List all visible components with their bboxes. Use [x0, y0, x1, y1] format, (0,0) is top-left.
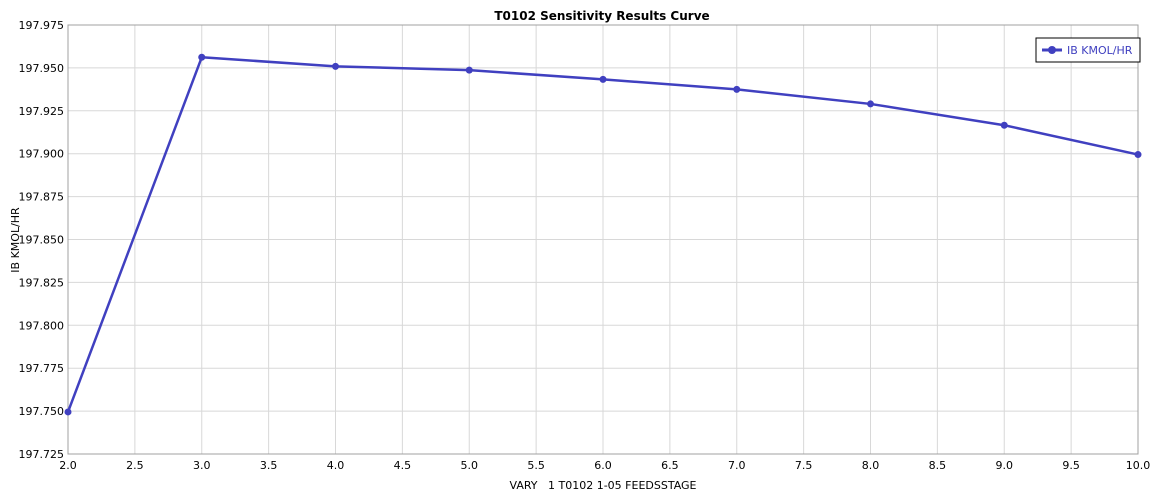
x-axis-ticks: 2.0 2.5 3.0 3.5 4.0 4.5 5.0 5.5 6.0 6.5 7.0 7.5 8.0 8…	[59, 459, 1150, 472]
legend-swatch-marker	[1048, 46, 1056, 54]
y-tick-label: 197.850	[19, 234, 65, 247]
data-point[interactable]	[867, 100, 874, 108]
x-tick-label: 8.5	[929, 459, 947, 472]
y-tick-label: 197.800	[19, 319, 65, 332]
y-tick-label: 197.950	[19, 62, 65, 75]
data-point[interactable]	[64, 408, 72, 416]
series-layer	[64, 53, 1142, 416]
x-tick-label: 6.0	[594, 459, 612, 472]
y-tick-label: 197.725	[19, 448, 65, 461]
x-tick-label: 9.0	[996, 459, 1014, 472]
chart-title: T0102 Sensitivity Results Curve	[494, 9, 709, 23]
data-point[interactable]	[1000, 121, 1008, 129]
legend[interactable]: IB KMOL/HR	[1035, 37, 1141, 63]
y-tick-label: 197.750	[19, 405, 65, 418]
grid	[67, 24, 1139, 455]
x-tick-label: 3.5	[260, 459, 278, 472]
x-tick-label: 5.0	[461, 459, 479, 472]
x-tick-label: 2.5	[126, 459, 144, 472]
y-axis-ticks: 197.725 197.750 197.775 197.800 197.825 197.8…	[19, 19, 65, 461]
y-tick-label: 197.975	[19, 19, 65, 32]
y-axis-title: IB KMOL/HR	[9, 207, 22, 273]
x-tick-label: 4.0	[327, 459, 345, 472]
x-tick-label: 7.5	[795, 459, 813, 472]
x-tick-label: 6.5	[661, 459, 679, 472]
x-tick-label: 2.0	[59, 459, 77, 472]
x-tick-label: 8.0	[862, 459, 880, 472]
legend-entry-ib-kmol-hr: IB KMOL/HR	[1067, 44, 1133, 57]
x-tick-label: 9.5	[1062, 459, 1080, 472]
data-point[interactable]	[465, 66, 473, 74]
data-point[interactable]	[599, 75, 607, 83]
x-tick-label: 3.0	[193, 459, 211, 472]
x-tick-label: 7.0	[728, 459, 746, 472]
data-point[interactable]	[198, 53, 206, 61]
data-point[interactable]	[733, 85, 741, 93]
x-axis-title: VARY 1 T0102 1-05 FEEDSSTAGE	[510, 479, 697, 492]
plot-frame	[67, 24, 1139, 455]
x-tick-label: 4.5	[394, 459, 412, 472]
y-tick-label: 197.925	[19, 105, 65, 118]
x-tick-label: 10.0	[1126, 459, 1151, 472]
y-tick-label: 197.900	[19, 148, 65, 161]
data-point[interactable]	[332, 62, 339, 70]
y-tick-label: 197.875	[19, 191, 65, 204]
x-tick-label: 5.5	[527, 459, 545, 472]
y-tick-label: 197.825	[19, 276, 65, 289]
y-tick-label: 197.775	[19, 362, 65, 375]
data-point[interactable]	[1134, 151, 1142, 159]
